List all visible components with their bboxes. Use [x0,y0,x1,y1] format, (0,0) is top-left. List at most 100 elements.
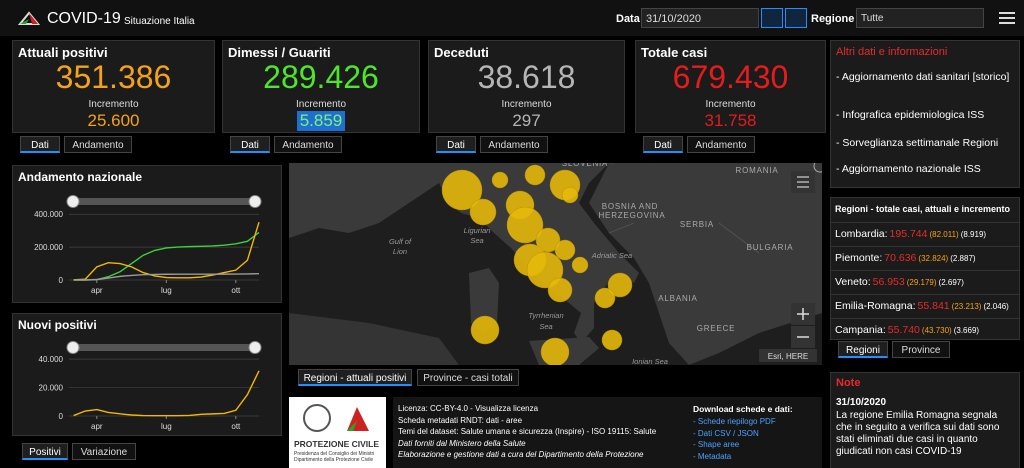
region-increment: (2.046) [983,302,1009,311]
kpi-card: Totale casi 679.430 Incremento 31.758 [635,40,826,133]
y-tick-label: 0 [59,276,64,285]
region-select[interactable]: Tutte [856,8,984,28]
chart: Andamento nazionale 0 200.000 400.000 apr lug… [18,170,262,295]
footer-line: Scheda metadati RNDT: dati - aree [398,415,523,425]
logo-text: PROTEZIONE CIVILE [294,439,380,449]
region-name: Piemonte: [835,252,883,264]
kpi-increment-label: Incremento [295,99,347,110]
region-increment: (2.697) [938,278,964,287]
tab[interactable]: Variazione [72,443,136,460]
region-row: Lombardia: 195.744 (82.011) (8.919) [831,222,1019,246]
map-bubbles [441,164,633,365]
tab[interactable]: Andamento [480,136,548,153]
date-label: Data [616,13,640,25]
region-total: 55.740 [887,324,920,336]
region-name: Lombardia: [835,228,888,240]
map-label: Tyrrhenian [528,311,563,320]
map-label: ROMANIA [736,166,779,175]
tab[interactable]: Andamento [64,136,132,153]
download-link[interactable]: - Metadata [693,451,732,461]
date-input[interactable]: 31/10/2020 [641,8,759,28]
line-series [73,272,260,281]
tab[interactable]: Province [892,341,950,358]
region-total: 55.841 [917,300,950,312]
kpi-value: 289.426 [263,59,379,95]
kpi-card: Dimessi / Guariti 289.426 Incremento 5.859 [222,40,420,133]
x-tick-label: lug [161,422,172,431]
app-title: COVID-19 [47,10,121,27]
tab[interactable]: Regioni - attuali positivi [298,369,412,386]
note-date: 31/10/2020 [836,397,887,408]
x-tick-label: apr [91,422,103,431]
region-total: 70.636 [884,252,917,264]
slider-handle [66,195,80,208]
footer-line: Temi del dataset: Salute umana e sicurez… [398,427,657,436]
tab[interactable]: Dati [20,136,60,153]
info-link[interactable]: - Sorveglianza settimanale Regioni [836,137,999,149]
y-tick-label: 400.000 [34,210,63,219]
map-label: Gulf of [389,237,412,246]
y-tick-label: 200.000 [34,243,63,252]
region-increment: (2.887) [950,254,976,263]
line-series [73,231,260,281]
attribution-bg [759,349,817,362]
tab[interactable]: Andamento [274,136,342,153]
range-slider [69,198,259,205]
slider-handle [248,195,262,208]
region-row: Veneto: 56.953 (29.179) (2.697) [831,270,1019,294]
slider-handle [66,341,80,354]
range-slider [69,344,259,351]
map-label: Lion [393,247,407,256]
region-name: Campania: [835,324,886,336]
y-tick-label: 40.000 [39,355,64,364]
map-attribution: Esri, HERE [768,352,808,361]
region-total: 56.953 [872,276,905,288]
map-label: SLOVENIA [562,163,608,168]
tab[interactable]: Regioni [838,341,888,358]
x-tick-label: lug [161,286,172,295]
kpi-card: Attuali positivi 351.386 Incremento 25.600 [12,40,215,133]
info-link[interactable]: - Infografica epidemiologica ISS [836,109,985,121]
region-label: Regione [811,13,855,25]
note-text: La regione Emilia Romagna segnala che in… [836,410,1000,457]
tab[interactable]: Dati [643,136,683,153]
note-panel: Note 31/10/2020 La regione Emilia Romagn… [830,372,1020,468]
map-label: HERZEGOVINA [598,211,665,220]
tab[interactable]: Positivi [22,443,68,460]
download-link[interactable]: - Schede riepilogo PDF [693,417,776,426]
note-title: Note [836,377,861,389]
map-label: ALBANIA [658,294,697,303]
tab[interactable]: Dati [436,136,476,153]
tab[interactable]: Province - casi totali [417,369,519,386]
map-label: Adriatic Sea [591,251,632,260]
tab[interactable]: Andamento [687,136,755,153]
region-row: Piemonte: 70.636 (32.824) (2.887) [831,246,1019,270]
region-row: Emilia-Romagna: 55.841 (23.213) (2.046) [831,294,1019,318]
x-tick-label: apr [91,286,103,295]
download-link[interactable]: - Dati CSV / JSON [693,428,759,438]
chart-panel: Andamento nazionale 0 200.000 400.000 apr lug… [12,165,282,303]
region-current: (32.824) [918,254,949,263]
map-label: Sea [539,322,552,331]
footer-line: Licenza: CC-BY-4.0 - Visualizza licenza [398,404,539,413]
menu-button[interactable] [999,11,1015,25]
info-link[interactable]: - Aggiornamento nazionale ISS [836,163,981,175]
region-current: (23.213) [951,302,982,311]
clock-button[interactable] [785,8,807,28]
kpi-increment: 5.859 [297,111,345,131]
regions-panel: Regioni - totale casi, attuali e increme… [830,197,1020,340]
info-link[interactable]: - Aggiornamento dati sanitari [storico] [836,71,1010,83]
kpi-card: Deceduti 38.618 Incremento 297 [428,40,625,133]
download-link[interactable]: - Shape aree [693,440,740,449]
region-current: (43.730) [921,326,952,335]
calendar-button[interactable] [761,8,783,28]
chart-title: Nuovi positivi [18,318,97,332]
logo-icon [18,11,40,25]
info-title: Altri dati e informazioni [836,46,948,58]
tab[interactable]: Dati [230,136,270,153]
fullscreen-button[interactable] [813,163,822,173]
chart-panel: Nuovi positivi 0 20.000 40.000 apr lug ott [12,313,282,436]
